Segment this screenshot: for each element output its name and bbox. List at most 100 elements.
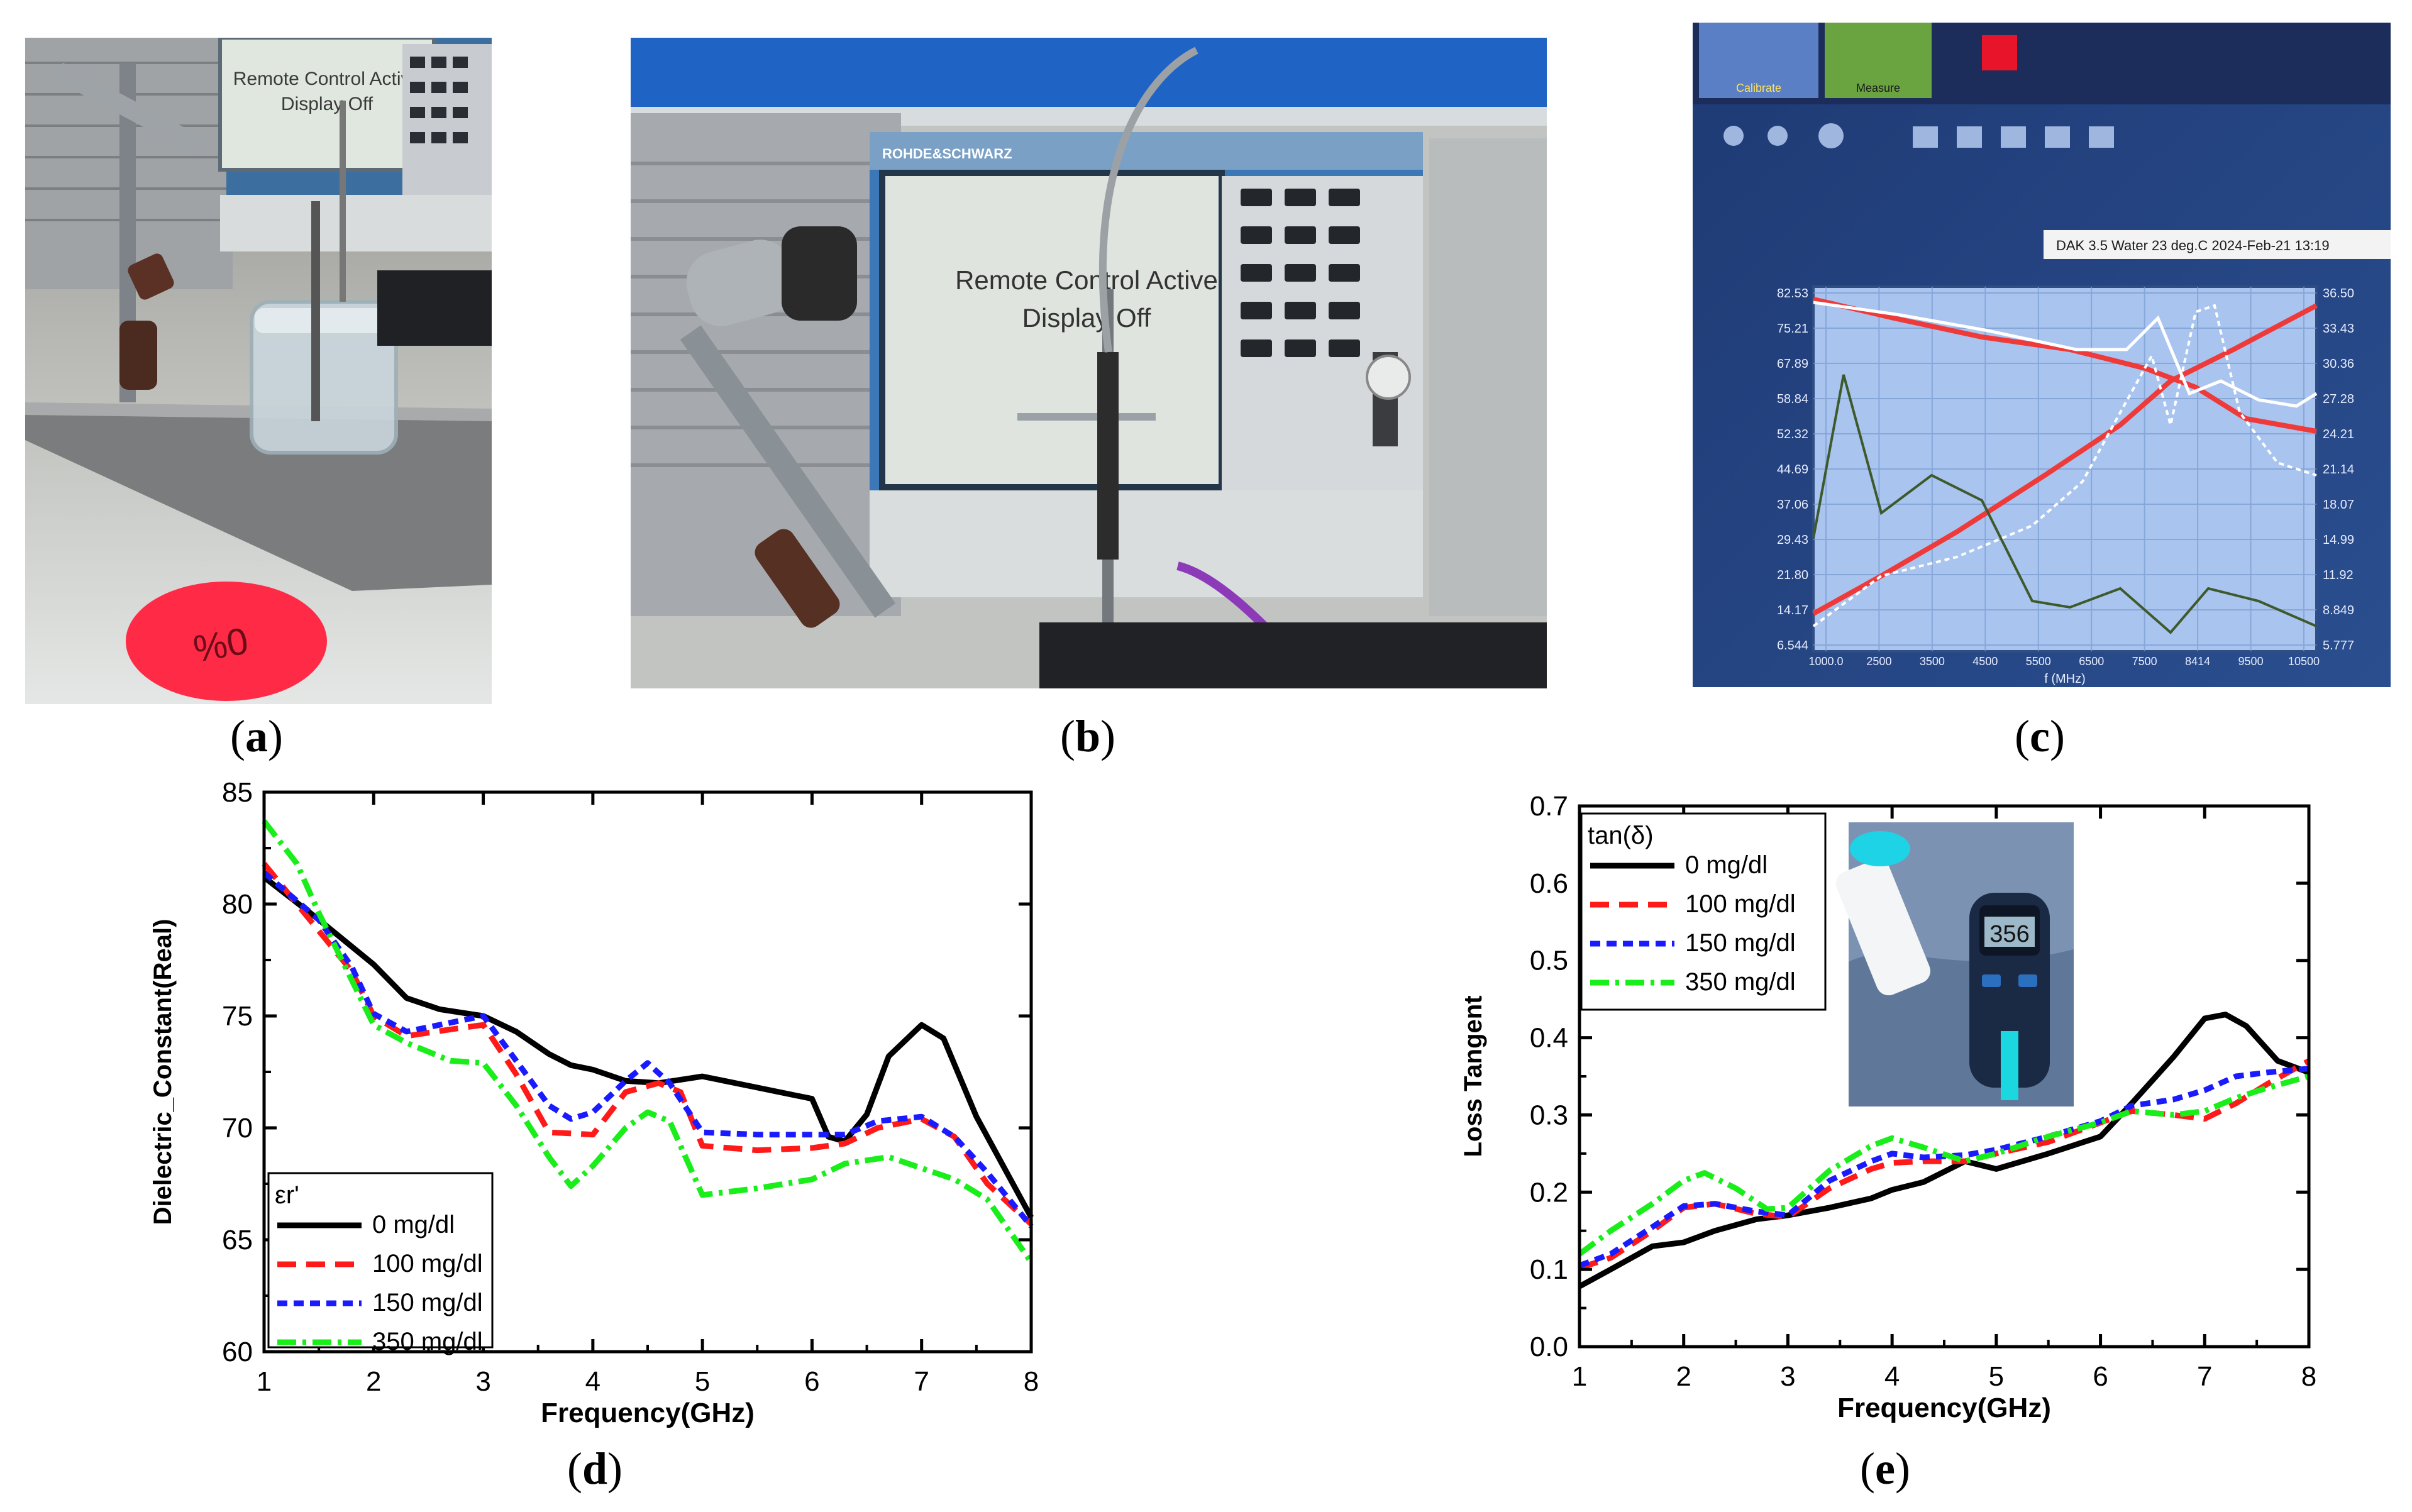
series-line-0-mg-dl xyxy=(1578,1012,2310,1289)
legend-entry: 150 mg/dl xyxy=(372,1289,483,1316)
x-tick-label: 7 xyxy=(914,1366,929,1397)
y-tick-label: 0.3 xyxy=(1530,1100,1568,1130)
y-tick-label: 0.6 xyxy=(1530,868,1568,899)
series-line-100-mg-dl xyxy=(262,862,1034,1227)
x-tick-label: 7 xyxy=(2197,1361,2212,1392)
photo-c-right-tick: 14.99 xyxy=(2323,533,2354,547)
y-tick-label: 0.5 xyxy=(1530,946,1568,976)
y-tick-label: 70 xyxy=(222,1113,253,1144)
photo-c-measure: Measure xyxy=(1856,82,1900,94)
panel-label-c-text: c xyxy=(2029,711,2050,761)
photo-c-right-tick: 33.43 xyxy=(2323,322,2354,336)
x-axis-label: Frequency(GHz) xyxy=(541,1398,755,1428)
legend-entry: 150 mg/dl xyxy=(1685,929,1796,957)
x-tick-label: 5 xyxy=(695,1366,710,1397)
x-tick-label: 2 xyxy=(366,1366,381,1397)
panel-label-e: (e) xyxy=(1860,1443,1910,1494)
photo-c-x-tick: 2500 xyxy=(1866,655,1891,668)
photo-a-screen-line2: Display Off xyxy=(281,94,373,114)
legend-entry: 100 mg/dl xyxy=(372,1250,483,1277)
y-tick-label: 0.4 xyxy=(1530,1023,1568,1054)
photo-c-right-tick: 36.50 xyxy=(2323,287,2354,301)
chart-dielectric-constant: 1 2 3 4 5 6 7 8 60 65 70 75 80 85 Frequency(GHz) Dielec… xyxy=(149,777,1039,1428)
x-tick-label: 4 xyxy=(1884,1361,1900,1392)
x-tick-label: 4 xyxy=(585,1366,600,1397)
chart-loss-tangent: 1 2 3 4 5 6 7 8 0.0 0.1 0.2 0.3 0.4 0.5 0.6 0.7 Frequenc… xyxy=(1459,791,2316,1423)
y-tick-label: 80 xyxy=(222,889,253,920)
x-tick-label: 1 xyxy=(1572,1361,1587,1392)
legend-entry: 100 mg/dl xyxy=(1685,890,1796,918)
y-tick-label: 0.0 xyxy=(1530,1332,1568,1362)
photo-a: Remote Control Active Display Off 0% xyxy=(25,38,492,704)
photo-c-banner: DAK 3.5 Water 23 deg.C 2024-Feb-21 13:19 xyxy=(2056,238,2330,253)
photo-c-x-tick: 6500 xyxy=(2079,655,2104,668)
photo-c-right-tick: 30.36 xyxy=(2323,357,2354,371)
x-tick-label: 2 xyxy=(1676,1361,1691,1392)
y-tick-label: 0.2 xyxy=(1530,1177,1568,1208)
photo-c-left-tick: 44.69 xyxy=(1777,463,1808,477)
y-axis-label: Loss Tangent xyxy=(1459,995,1487,1157)
photo-c-left-tick: 29.43 xyxy=(1777,533,1808,547)
legend-entry: 0 mg/dl xyxy=(372,1211,455,1239)
photo-c-right-tick: 21.14 xyxy=(2323,463,2354,477)
photo-c-left-tick: 6.544 xyxy=(1777,639,1808,653)
panel-label-d-text: d xyxy=(582,1443,608,1494)
inset-meter-reading: 356 xyxy=(1989,921,2029,947)
x-axis-label: Frequency(GHz) xyxy=(1837,1393,2051,1423)
x-tick-label: 1 xyxy=(257,1366,272,1397)
y-tick-label: 75 xyxy=(222,1001,253,1032)
photo-c-xlabel: f (MHz) xyxy=(2044,672,2086,686)
y-tick-label: 65 xyxy=(222,1225,253,1255)
photo-c-left-tick: 58.84 xyxy=(1777,392,1808,406)
photo-c-x-tick: 7500 xyxy=(2132,655,2157,668)
photo-c-x-tick: 5500 xyxy=(2026,655,2051,668)
y-tick-label: 0.7 xyxy=(1530,791,1568,822)
y-tick-label: 0.1 xyxy=(1530,1254,1568,1285)
legend-entry: 350 mg/dl xyxy=(1685,968,1796,996)
photo-c-left-tick: 37.06 xyxy=(1777,498,1808,512)
inset-glucose-meter-photo: 356 xyxy=(1835,822,2074,1106)
photo-c-x-tick: 3500 xyxy=(1920,655,1945,668)
x-tick-label: 6 xyxy=(804,1366,819,1397)
photo-b-screen-line1: Remote Control Active xyxy=(955,265,1218,295)
x-tick-label: 5 xyxy=(1989,1361,2004,1392)
y-tick-label: 60 xyxy=(222,1337,253,1367)
photo-c-graphic: Calibrate Measure DAK 3.5 Water 23 deg.C… xyxy=(1693,23,2391,687)
photo-c-left-tick: 67.89 xyxy=(1777,357,1808,371)
panel-label-b: (b) xyxy=(1060,711,1116,761)
photo-c-left-tick: 52.32 xyxy=(1777,428,1808,441)
photo-b: ROHDE&SCHWARZ Remote Control Active Disp… xyxy=(631,38,1547,688)
photo-b-graphic: ROHDE&SCHWARZ Remote Control Active Disp… xyxy=(631,38,1547,688)
series-line-350-mg-dl xyxy=(262,819,1034,1264)
legend-box xyxy=(1580,812,1827,1011)
x-tick-label: 3 xyxy=(1780,1361,1795,1392)
photo-a-graphic: Remote Control Active Display Off 0% xyxy=(25,38,492,704)
photo-c-right-tick: 8.849 xyxy=(2323,604,2354,617)
photo-a-screen-line1: Remote Control Active xyxy=(233,69,421,89)
photo-c-right-tick: 11.92 xyxy=(2323,568,2354,582)
photo-c-x-tick: 8414 xyxy=(2185,655,2210,668)
photo-c-right-tick: 5.777 xyxy=(2323,639,2354,653)
photo-b-brand: ROHDE&SCHWARZ xyxy=(882,146,1012,162)
x-tick-label: 8 xyxy=(1024,1366,1039,1397)
legend-entry: 0 mg/dl xyxy=(1685,851,1768,879)
x-tick-label: 3 xyxy=(475,1366,490,1397)
photo-c-right-tick: 18.07 xyxy=(2323,498,2354,512)
legend-entry: 350 mg/dl xyxy=(372,1328,483,1355)
panel-label-a: (a) xyxy=(230,711,283,761)
photo-b-screen-line2: Display Off xyxy=(1022,303,1151,333)
panel-label-d: (d) xyxy=(567,1443,623,1494)
photo-a-lid-text: 0% xyxy=(190,619,251,670)
panel-label-b-text: b xyxy=(1075,711,1101,761)
legend-title: tan(δ) xyxy=(1588,822,1654,849)
series-line-350-mg-dl xyxy=(1578,1073,2310,1257)
panel-label-a-text: a xyxy=(245,711,268,761)
series-line-150-mg-dl xyxy=(1578,1066,2310,1269)
photo-c-left-tick: 21.80 xyxy=(1777,568,1808,582)
panel-label-e-text: e xyxy=(1874,1443,1895,1494)
photo-c-x-tick: 1000.0 xyxy=(1808,655,1843,668)
photo-c-left-tick: 75.21 xyxy=(1777,322,1808,336)
photo-c-left-tick: 14.17 xyxy=(1777,604,1808,617)
photo-c-x-tick: 10500 xyxy=(2288,655,2320,668)
y-axis-label: Dielectric_Constant(Real) xyxy=(149,919,177,1225)
